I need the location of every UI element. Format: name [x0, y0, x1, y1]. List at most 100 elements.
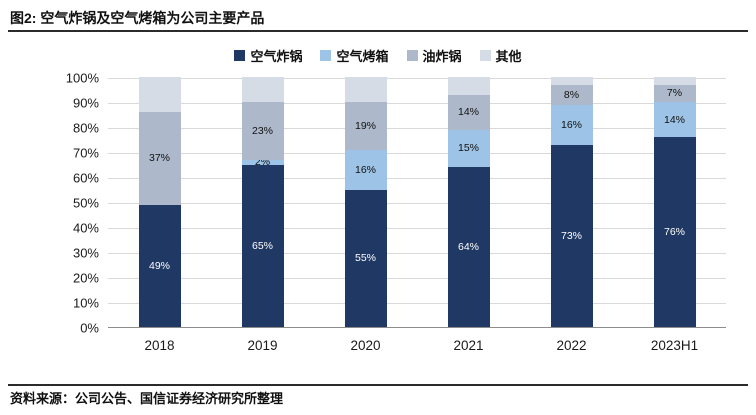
bar-slot-2018: 49% 37%: [108, 77, 211, 327]
bar-slot-2020: 55% 16% 19%: [314, 77, 417, 327]
y-axis-tick-label: 0%: [80, 320, 99, 336]
gridline: [108, 253, 726, 254]
data-label: 15%: [457, 142, 480, 154]
legend: 空气炸锅 空气烤箱 油炸锅 其他: [0, 46, 756, 65]
x-axis-tick-label: 2019: [247, 338, 278, 353]
source-note: 资料来源：公司公告、国信证券经济研究所整理: [10, 391, 284, 406]
segment-air-fryer-2022: 73%: [550, 144, 593, 327]
segment-deep-fryer-2021: 14%: [447, 94, 490, 130]
legend-item-air-fryer: 空气炸锅: [234, 46, 302, 65]
legend-swatch-air-fryer: [234, 50, 246, 61]
gridline: [108, 78, 726, 79]
data-label: 37%: [148, 152, 171, 164]
segment-other-2023H1: [653, 77, 696, 85]
segment-air-fryer-2021: 64%: [447, 167, 490, 327]
data-label: 76%: [663, 225, 686, 238]
title-divider: [8, 30, 748, 32]
stacked-bar-2022: 73% 16% 8%: [550, 77, 593, 327]
segment-deep-fryer-2023H1: 7%: [653, 84, 696, 102]
legend-item-air-oven: 空气烤箱: [320, 46, 389, 65]
segment-air-fryer-2019: 65%: [241, 164, 284, 327]
gridline: [108, 228, 726, 229]
footer-divider: [8, 384, 748, 386]
stacked-bar-2019: 65% 2% 23%: [241, 77, 284, 327]
data-label: 14%: [457, 105, 480, 118]
bars-container: 49% 37% 65% 2% 23% 55% 16% 19% 64% 15% 14% 73% 16% 8%…: [108, 77, 726, 327]
legend-label-deep-fryer: 油炸锅: [422, 49, 462, 64]
page-title: 图2: 空气炸锅及空气烤箱为公司主要产品: [10, 10, 265, 26]
legend-swatch-air-oven: [320, 50, 332, 61]
legend-label-air-fryer: 空气炸锅: [250, 49, 303, 64]
stacked-bar-2020: 55% 16% 19%: [344, 77, 387, 327]
y-axis-tick-label: 80%: [72, 120, 99, 136]
segment-deep-fryer-2020: 19%: [344, 102, 387, 150]
y-axis-tick-label: 40%: [72, 220, 99, 236]
bar-slot-2021: 64% 15% 14%: [417, 77, 520, 327]
segment-air-oven-2020: 16%: [344, 149, 387, 190]
y-axis-tick-label: 20%: [72, 270, 99, 286]
gridline: [108, 128, 726, 129]
y-axis-tick-label: 90%: [72, 95, 99, 111]
segment-deep-fryer-2018: 37%: [138, 112, 181, 205]
segment-air-fryer-2018: 49%: [138, 204, 181, 327]
stacked-bar-2018: 49% 37%: [138, 77, 181, 327]
data-label: 16%: [354, 163, 377, 176]
bar-slot-2023H1: 76% 14% 7%: [623, 77, 726, 327]
segment-other-2021: [447, 77, 490, 95]
stacked-bar-2023H1: 76% 14% 7%: [653, 77, 696, 327]
y-axis-tick-label: 100%: [65, 70, 99, 86]
x-axis-tick-label: 2018: [144, 338, 175, 353]
segment-air-oven-2021: 15%: [447, 129, 490, 167]
segment-air-oven-2019: 2%: [241, 155, 284, 168]
data-label: 16%: [560, 118, 583, 131]
gridline: [108, 278, 726, 279]
data-label: 64%: [457, 240, 480, 253]
segment-air-fryer-2020: 55%: [344, 189, 387, 327]
gridline: [108, 103, 726, 104]
gridline: [108, 153, 726, 154]
data-label: 7%: [666, 87, 683, 99]
gridline: [108, 178, 726, 179]
segment-other-2019: [241, 77, 284, 102]
legend-swatch-deep-fryer: [406, 50, 418, 61]
segment-deep-fryer-2019: 23%: [241, 102, 284, 160]
segment-other-2020: [344, 77, 387, 102]
bar-slot-2019: 65% 2% 23%: [211, 77, 314, 327]
data-label: 19%: [354, 119, 377, 132]
segment-deep-fryer-2022: 8%: [550, 84, 593, 105]
segment-air-oven-2023H1: 14%: [653, 102, 696, 137]
legend-swatch-other: [479, 50, 491, 61]
y-axis-tick-label: 10%: [72, 295, 99, 311]
gridline: [108, 303, 726, 304]
data-label: 73%: [560, 229, 583, 242]
data-label: 55%: [354, 252, 377, 264]
legend-item-deep-fryer: 油炸锅: [406, 46, 462, 65]
x-axis-tick-label: 2022: [556, 338, 587, 353]
plot-area: 0% 10% 20% 30% 40% 50% 60% 70% 80% 90% 100% 49% 37% 6…: [66, 71, 726, 353]
bar-slot-2022: 73% 16% 8%: [520, 77, 623, 327]
data-label: 49%: [148, 259, 171, 272]
segment-other-2022: [550, 77, 593, 85]
x-axis-tick-label: 2020: [350, 338, 381, 353]
data-label: 65%: [251, 239, 274, 252]
segment-other-2018: [138, 77, 181, 112]
segment-air-oven-2022: 16%: [550, 104, 593, 145]
legend-label-other: 其他: [495, 49, 522, 64]
legend-label-air-oven: 空气烤箱: [336, 49, 389, 64]
x-axis-tick-label: 2021: [453, 338, 484, 353]
segment-air-fryer-2023H1: 76%: [653, 137, 696, 327]
x-axis-labels: 2018 2019 2020 2021 2022 2023H1: [108, 338, 726, 353]
data-label: 2%: [254, 155, 271, 168]
y-axis-tick-label: 70%: [72, 145, 99, 161]
data-label: 14%: [663, 113, 686, 126]
y-axis-tick-label: 30%: [72, 245, 99, 261]
legend-item-other: 其他: [479, 46, 522, 65]
y-axis-tick-label: 60%: [72, 170, 99, 186]
stacked-bar-2021: 64% 15% 14%: [447, 77, 490, 327]
x-axis-tick-label: 2023H1: [650, 338, 699, 353]
data-label: 23%: [251, 124, 274, 137]
data-label: 8%: [563, 88, 580, 101]
gridline: [108, 203, 726, 204]
y-axis-tick-label: 50%: [72, 195, 99, 211]
